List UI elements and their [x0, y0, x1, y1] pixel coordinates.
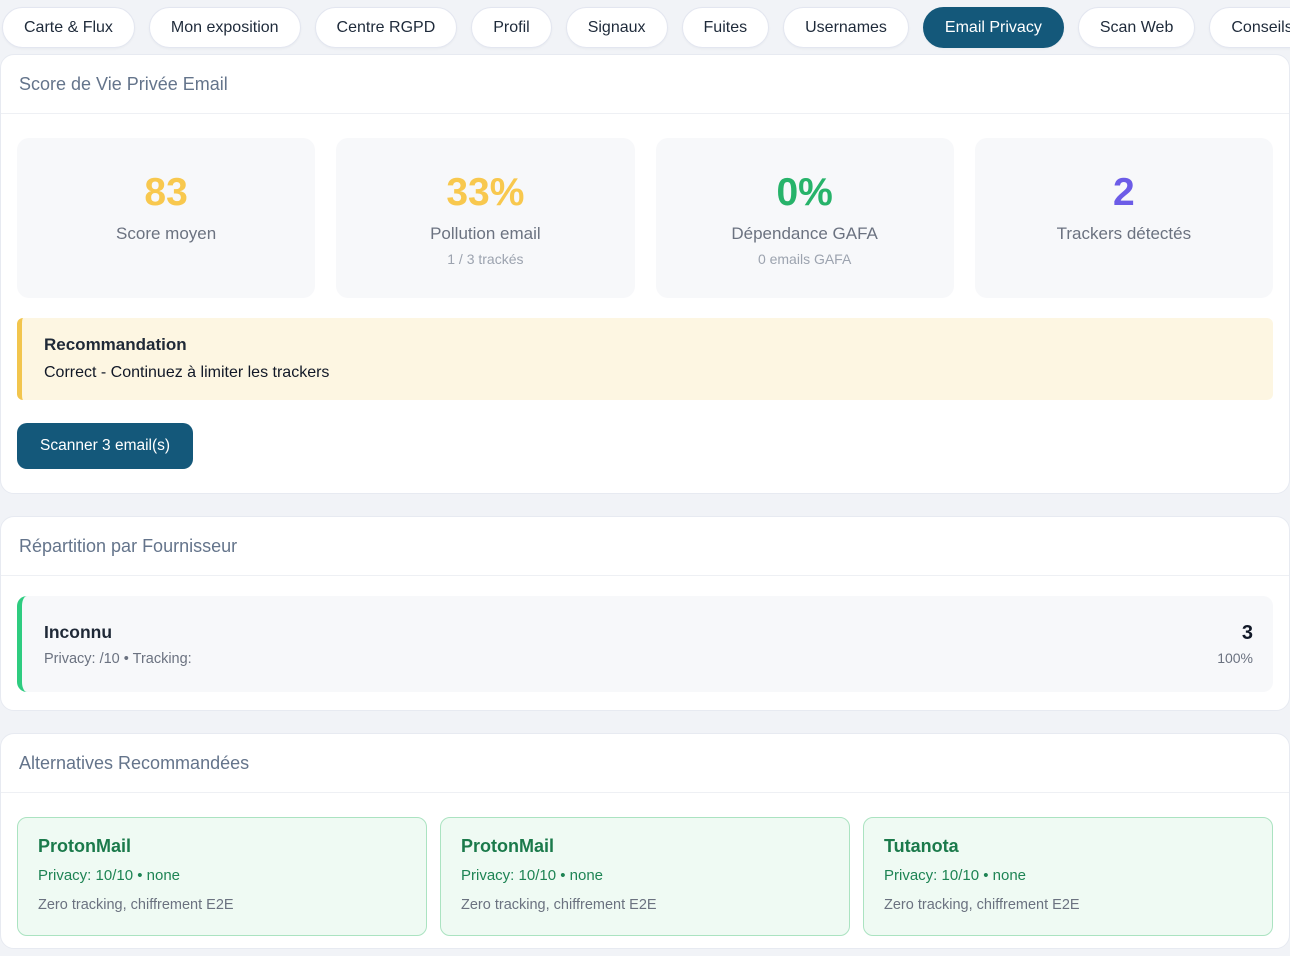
stat-value-trackers-detectes: 2	[975, 171, 1273, 215]
provider-details: Privacy: /10 • Tracking:	[44, 651, 192, 667]
alternatives-section: Alternatives Recommandées ProtonMail Pri…	[0, 733, 1290, 949]
stat-value-dependance-gafa: 0%	[656, 171, 954, 215]
recommendation-banner: Recommandation Correct - Continuez à lim…	[17, 318, 1273, 400]
tab-profil[interactable]: Profil	[471, 7, 551, 48]
stat-label-trackers-detectes: Trackers détectés	[975, 224, 1273, 244]
recommendation-title: Recommandation	[44, 335, 1251, 355]
alternative-description: Zero tracking, chiffrement E2E	[884, 897, 1252, 913]
tab-usernames[interactable]: Usernames	[783, 7, 909, 48]
provider-name: Inconnu	[44, 622, 192, 643]
stat-sub-pollution-email: 1 / 3 trackés	[336, 251, 634, 267]
stat-label-dependance-gafa: Dépendance GAFA	[656, 224, 954, 244]
score-section-title: Score de Vie Privée Email	[1, 55, 1289, 114]
providers-section-title: Répartition par Fournisseur	[1, 517, 1289, 576]
provider-metrics: 3 100%	[1217, 622, 1253, 666]
alternatives-row: ProtonMail Privacy: 10/10 • none Zero tr…	[1, 793, 1289, 948]
scan-emails-button[interactable]: Scanner 3 email(s)	[17, 423, 193, 469]
alternative-name: Tutanota	[884, 836, 1252, 857]
stat-label-score-moyen: Score moyen	[17, 224, 315, 244]
alternative-name: ProtonMail	[461, 836, 829, 857]
tab-mon-exposition[interactable]: Mon exposition	[149, 7, 301, 48]
tab-carte-flux[interactable]: Carte & Flux	[2, 7, 135, 48]
alternative-name: ProtonMail	[38, 836, 406, 857]
stat-value-pollution-email: 33%	[336, 171, 634, 215]
alternative-description: Zero tracking, chiffrement E2E	[38, 897, 406, 913]
stat-sub-dependance-gafa: 0 emails GAFA	[656, 251, 954, 267]
stat-card-dependance-gafa: 0% Dépendance GAFA 0 emails GAFA	[656, 138, 954, 298]
recommendation-text: Correct - Continuez à limiter les tracke…	[44, 364, 1251, 382]
alternative-description: Zero tracking, chiffrement E2E	[461, 897, 829, 913]
alternative-privacy: Privacy: 10/10 • none	[38, 867, 406, 884]
provider-row-inconnu: Inconnu Privacy: /10 • Tracking: 3 100%	[17, 596, 1273, 692]
stats-row: 83 Score moyen 33% Pollution email 1 / 3…	[1, 114, 1289, 298]
tab-fuites[interactable]: Fuites	[682, 7, 770, 48]
stat-card-pollution-email: 33% Pollution email 1 / 3 trackés	[336, 138, 634, 298]
alternatives-section-title: Alternatives Recommandées	[1, 734, 1289, 793]
main-tabbar: Carte & Flux Mon exposition Centre RGPD …	[0, 0, 1290, 54]
alternative-privacy: Privacy: 10/10 • none	[884, 867, 1252, 884]
email-privacy-score-section: Score de Vie Privée Email 83 Score moyen…	[0, 54, 1290, 494]
tab-email-privacy[interactable]: Email Privacy	[923, 7, 1064, 48]
alternative-card-tutanota: Tutanota Privacy: 10/10 • none Zero trac…	[863, 817, 1273, 936]
tab-conseils[interactable]: Conseils	[1209, 7, 1290, 48]
tab-scan-web[interactable]: Scan Web	[1078, 7, 1196, 48]
alternative-privacy: Privacy: 10/10 • none	[461, 867, 829, 884]
stat-card-trackers-detectes: 2 Trackers détectés	[975, 138, 1273, 298]
tab-signaux[interactable]: Signaux	[566, 7, 668, 48]
stat-value-score-moyen: 83	[17, 171, 315, 215]
stat-card-score-moyen: 83 Score moyen	[17, 138, 315, 298]
alternative-card-protonmail-2: ProtonMail Privacy: 10/10 • none Zero tr…	[440, 817, 850, 936]
alternative-card-protonmail-1: ProtonMail Privacy: 10/10 • none Zero tr…	[17, 817, 427, 936]
provider-percent: 100%	[1217, 650, 1253, 666]
scan-button-row: Scanner 3 email(s)	[1, 400, 1289, 493]
stat-label-pollution-email: Pollution email	[336, 224, 634, 244]
provider-count: 3	[1217, 622, 1253, 645]
tab-centre-rgpd[interactable]: Centre RGPD	[315, 7, 458, 48]
provider-info: Inconnu Privacy: /10 • Tracking:	[44, 622, 192, 667]
providers-section: Répartition par Fournisseur Inconnu Priv…	[0, 516, 1290, 711]
